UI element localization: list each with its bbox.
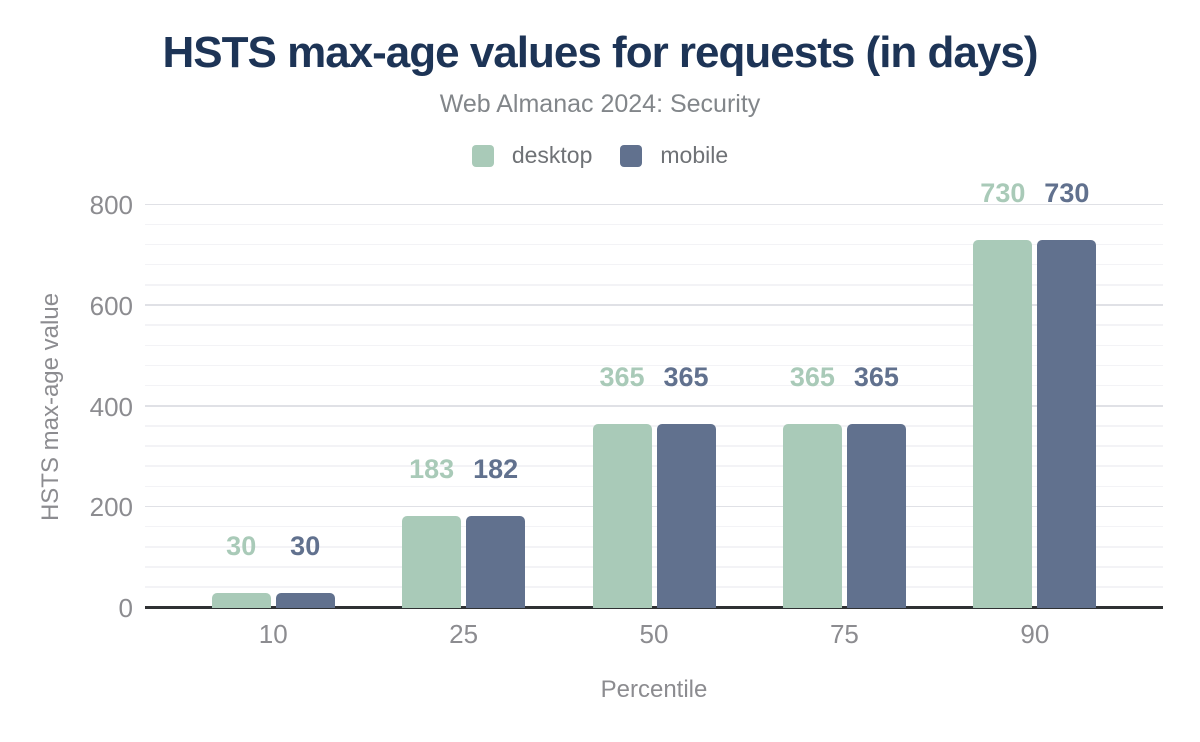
- x-tick-label: 90: [1020, 619, 1050, 649]
- gridline-minor: [145, 445, 1163, 447]
- plot-area: 0 200 400 600 800 30 30 183 182 365 365 365 365 730 7…: [37, 180, 1163, 702]
- gridline-minor: [145, 223, 1163, 226]
- gridline-minor: [145, 344, 1163, 347]
- bar-value-label-mobile: 730: [1044, 178, 1090, 209]
- bar-desktop: 365: [782, 364, 842, 608]
- bar-group-p25: 183 182: [368, 205, 558, 608]
- bar-group-p75: 365 365: [749, 205, 939, 608]
- legend-label: desktop: [511, 142, 593, 168]
- legend-swatch-mobile: [620, 144, 643, 167]
- bar-series: 30 30 183 182 365 365 365 365 730 730: [178, 180, 1130, 608]
- x-tick-label: 25: [449, 619, 479, 649]
- bar-value-label-mobile: 182: [473, 454, 519, 485]
- bar-mobile: 365: [846, 364, 906, 608]
- bar-group-p90: 730 730: [940, 180, 1130, 608]
- gridline-minor: [145, 243, 1163, 246]
- gridline-minor: [145, 485, 1163, 488]
- legend-item-mobile: mobile: [620, 142, 728, 169]
- bar-value-label-mobile: 365: [663, 362, 709, 393]
- x-axis-title: Percentile: [600, 676, 708, 703]
- gridline-minor: [145, 586, 1163, 588]
- bar-mobile: 365: [656, 364, 716, 608]
- bar-mobile: 30: [275, 532, 335, 608]
- x-tick-labels: 10 25 50 75 90: [178, 621, 1130, 647]
- bar-desktop: 30: [211, 532, 271, 608]
- legend-label: mobile: [660, 142, 729, 168]
- bar-value-label-desktop: 730: [980, 178, 1026, 209]
- gridline-minor: [145, 566, 1163, 568]
- gridline-minor: [145, 465, 1163, 467]
- chart-title: HSTS max-age values for requests (in day…: [162, 28, 1039, 77]
- y-tick-label: 0: [118, 593, 133, 623]
- bar-mobile: 182: [466, 456, 526, 608]
- gridline-minor: [145, 284, 1163, 286]
- x-tick-label: 50: [639, 619, 669, 649]
- x-tick-label: 75: [829, 619, 859, 649]
- bar-desktop: 183: [402, 455, 462, 608]
- y-axis-title: HSTS max-age value: [37, 292, 64, 521]
- bar-value-label-desktop: 30: [226, 530, 257, 561]
- bar-value-label-mobile: 30: [290, 530, 321, 561]
- bar-desktop: 365: [592, 364, 652, 608]
- bar-group-p10: 30 30: [178, 205, 368, 608]
- bar-mobile: 730: [1037, 180, 1097, 608]
- legend-swatch-desktop: [471, 144, 494, 167]
- gridline-minor: [145, 263, 1163, 266]
- gridline-major: [145, 203, 1163, 205]
- legend-item-desktop: desktop: [471, 142, 593, 169]
- gridline-major: [145, 304, 1163, 306]
- y-tick-label: 200: [89, 492, 133, 523]
- gridline-major: [145, 405, 1163, 407]
- bar-value-label-desktop: 365: [599, 362, 645, 393]
- gridline-minor: [145, 364, 1163, 367]
- bar-value-label-desktop: 365: [789, 362, 835, 393]
- y-tick-label: 800: [89, 190, 133, 220]
- x-tick-label: 10: [258, 619, 288, 649]
- legend: desktop mobile: [0, 142, 1200, 169]
- x-axis-line: [145, 606, 1163, 609]
- bar-group-p50: 365 365: [559, 205, 749, 608]
- chart-subtitle: Web Almanac 2024: Security: [439, 90, 761, 118]
- y-tick-label: 600: [89, 290, 133, 321]
- bar-value-label-desktop: 183: [409, 453, 455, 484]
- gridline-minor: [145, 525, 1163, 528]
- gridline-major: [145, 505, 1163, 508]
- gridline-minor: [145, 425, 1163, 427]
- gridline-minor: [145, 384, 1163, 387]
- bar-value-label-mobile: 365: [853, 362, 899, 393]
- gridline-minor: [145, 546, 1163, 548]
- gridline-minor: [145, 324, 1163, 326]
- y-tick-label: 400: [89, 391, 133, 422]
- bar-desktop: 730: [973, 180, 1033, 608]
